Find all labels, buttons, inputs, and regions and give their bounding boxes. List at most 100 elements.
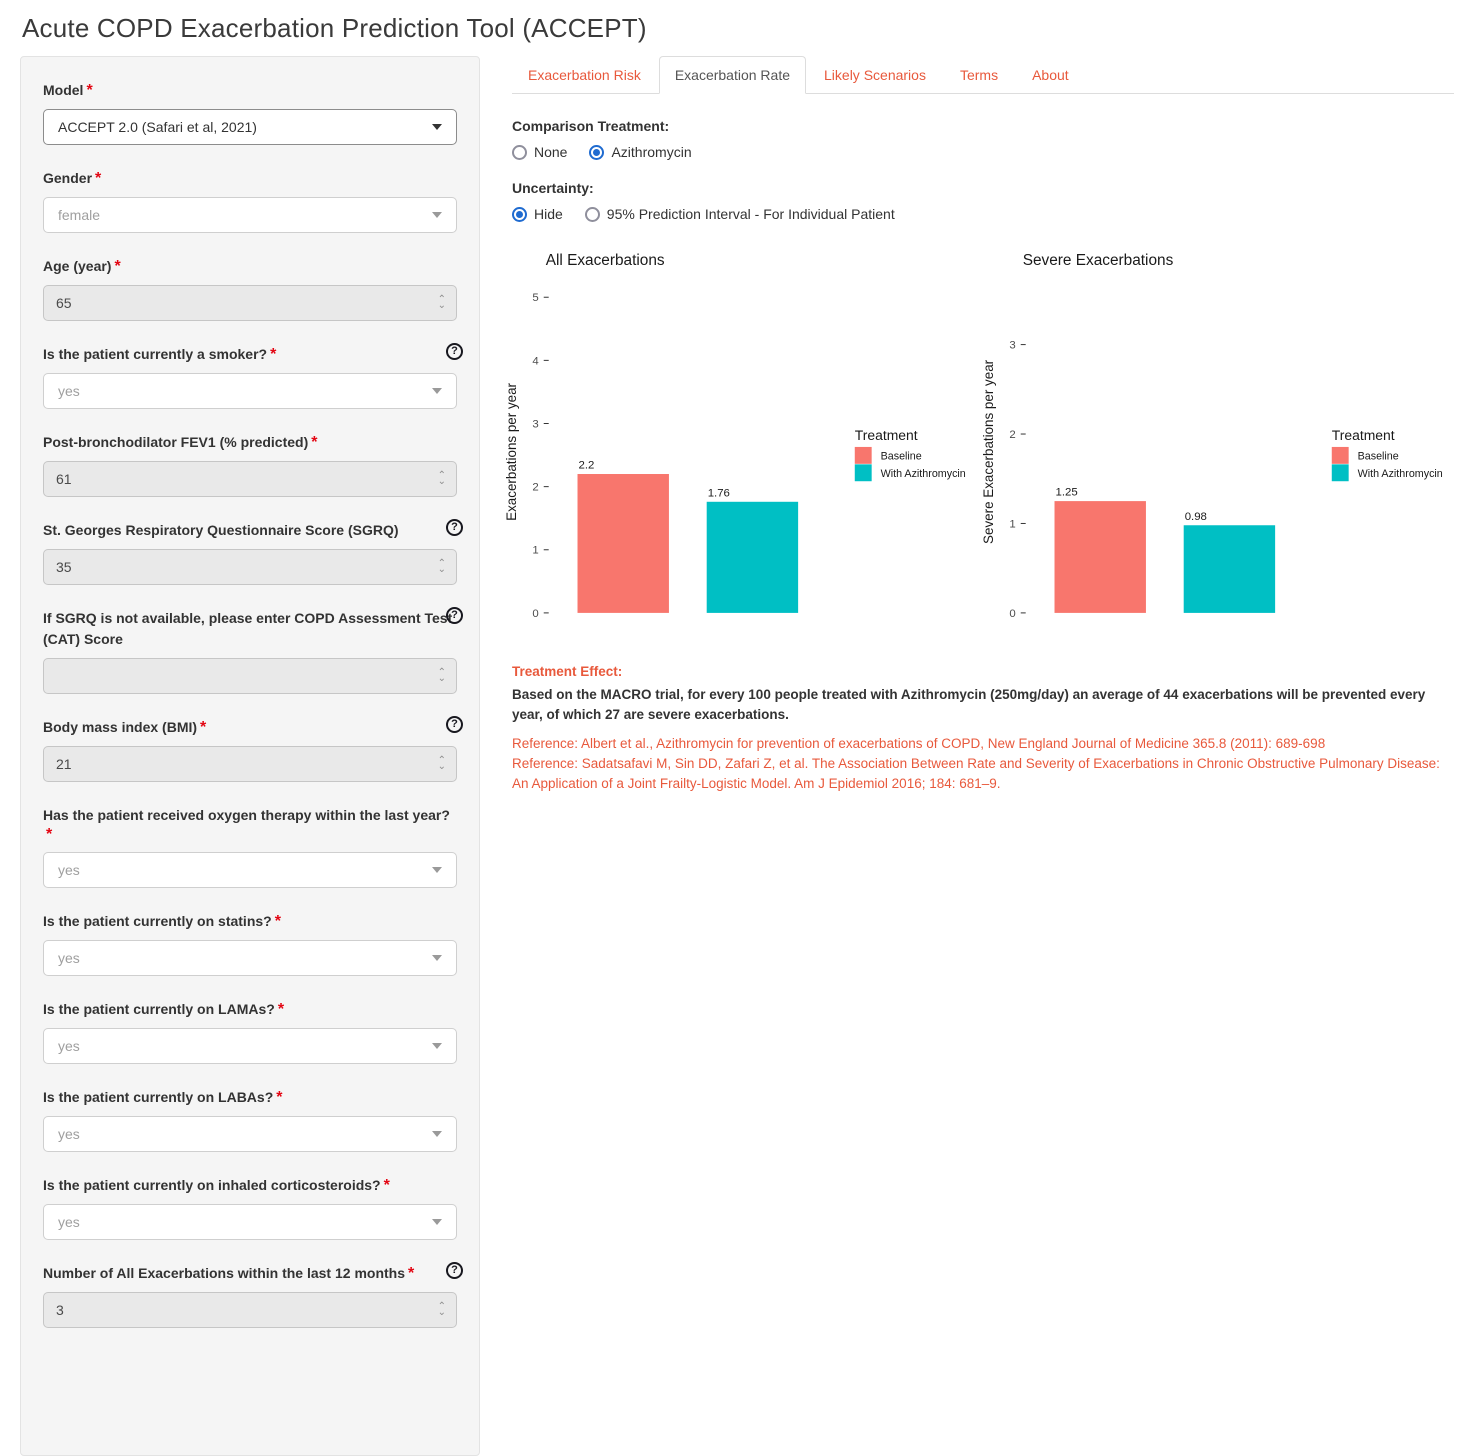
number-spinner-icon[interactable]: ⌃ ⌄ [437,294,446,311]
field-label-lamas: Is the patient currently on LAMAs? [43,1001,275,1017]
select-labas[interactable]: yes [43,1116,457,1152]
tab-terms[interactable]: Terms [959,67,999,83]
tab-likely-scenarios[interactable]: Likely Scenarios [824,67,926,83]
required-asterisk: * [311,434,318,451]
number-spinner-icon[interactable]: ⌃ ⌄ [437,667,446,684]
field-label-fev1: Post-bronchodilator FEV1 (% predicted) [43,434,309,450]
field-label-model: Model [43,82,84,98]
radio-comparison-azithromycin[interactable]: Azithromycin [589,144,692,160]
select-value: yes [58,950,80,966]
bar-with-azithromycin [706,501,799,613]
help-question-icon[interactable]: ? [446,1262,463,1279]
references: Reference: Albert et al., Azithromycin f… [512,734,1454,795]
bar-baseline [577,474,669,613]
field-fev1: Post-bronchodilator FEV1 (% predicted) * 6… [43,432,457,497]
field-label-row: Post-bronchodilator FEV1 (% predicted) * [43,432,457,453]
legend-swatch-baseline [1331,446,1349,464]
field-label-row: Body mass index (BMI) *? [43,716,463,738]
tab-exacerbation-risk[interactable]: Exacerbation Risk [528,67,641,83]
tab-item: Likely Scenarios [808,56,942,94]
required-asterisk: * [114,258,121,275]
help-question-icon[interactable]: ? [446,519,463,536]
field-lamas: Is the patient currently on LAMAs? * yes [43,999,457,1064]
select-oxygen[interactable]: yes [43,852,457,888]
field-model: Model * ACCEPT 2.0 (Safari et al, 2021) [43,80,457,145]
help-question-icon[interactable]: ? [446,343,463,360]
field-label-bmi: Body mass index (BMI) [43,719,198,735]
field-label-oxygen: Has the patient received oxygen therapy … [43,807,450,823]
svg-text:2.2: 2.2 [579,460,595,472]
svg-text:1.76: 1.76 [708,487,730,499]
svg-text:4: 4 [532,355,539,367]
radio-option-label: None [534,144,568,160]
select-ics[interactable]: yes [43,1204,457,1240]
legend-swatch-baseline [854,446,872,464]
number-spinner-icon[interactable]: ⌃ ⌄ [437,470,446,487]
field-label-exacerbations: Number of All Exacerbations within the l… [43,1265,405,1281]
svg-text:1: 1 [1009,518,1015,530]
field-label-row: Gender * [43,168,457,189]
number-spinner-icon[interactable]: ⌃ ⌄ [437,1301,446,1318]
svg-text:Severe Exacerbations per year: Severe Exacerbations per year [981,359,996,544]
uncertainty-group: Uncertainty: Hide 95% Prediction Interval… [512,180,1454,222]
field-age: Age (year) * 65 ⌃ ⌄ [43,256,457,321]
radio-icon [512,206,527,222]
tab-item: About [1016,56,1085,94]
input-cat[interactable]: ⌃ ⌄ [43,658,457,694]
svg-text:Baseline: Baseline [881,450,922,462]
tab-item: Exacerbation Risk [512,56,657,94]
input-sgrq[interactable]: 35 ⌃ ⌄ [43,549,457,585]
select-value: yes [58,1214,80,1230]
reference-text: Reference: Albert et al., Azithromycin f… [512,735,1326,751]
input-age[interactable]: 65 ⌃ ⌄ [43,285,457,321]
tab-bar: Exacerbation Risk Exacerbation Rate Likely… [512,56,1454,94]
select-value: ACCEPT 2.0 (Safari et al, 2021) [58,119,257,135]
select-gender[interactable]: female [43,197,457,233]
tab-about[interactable]: About [1032,67,1069,83]
field-label-row: Age (year) * [43,256,457,277]
required-asterisk: * [276,1089,283,1106]
required-asterisk: * [274,913,281,930]
tab-item: Exacerbation Rate [658,56,807,94]
input-fev1[interactable]: 61 ⌃ ⌄ [43,461,457,497]
field-label-row: Is the patient currently on LAMAs? * [43,999,457,1020]
radio-uncertainty-95-prediction-interval-for-individual-patient[interactable]: 95% Prediction Interval - For Individual… [584,206,895,222]
field-labas: Is the patient currently on LABAs? * yes [43,1087,457,1152]
select-smoker[interactable]: yes [43,373,457,409]
input-value: 35 [56,559,72,575]
select-lamas[interactable]: yes [43,1028,457,1064]
help-question-icon[interactable]: ? [446,716,463,733]
caret-down-icon [432,124,442,130]
svg-text:3: 3 [1009,340,1015,352]
comparison-treatment-options: None Azithromycin [512,144,1454,160]
input-value: 65 [56,295,72,311]
bar-baseline [1054,501,1146,613]
required-asterisk: * [86,82,93,99]
number-spinner-icon[interactable]: ⌃ ⌄ [437,558,446,575]
required-asterisk: * [200,719,207,736]
field-sgrq: St. Georges Respiratory Questionnaire Sc… [43,519,463,585]
radio-comparison-none[interactable]: None [512,144,567,160]
number-spinner-icon[interactable]: ⌃ ⌄ [437,755,446,772]
input-exacerbations[interactable]: 3 ⌃ ⌄ [43,1292,457,1328]
required-asterisk: * [277,1001,285,1018]
caret-down-icon [432,1043,442,1049]
tab-exacerbation-rate[interactable]: Exacerbation Rate [658,56,807,94]
required-asterisk: * [383,1177,390,1194]
field-label-statins: Is the patient currently on statins? [43,913,272,929]
legend-swatch-with-azithromycin [1331,464,1349,482]
radio-option-label: 95% Prediction Interval - For Individual… [606,206,895,222]
field-label-row: St. Georges Respiratory Questionnaire Sc… [43,519,463,541]
input-value: 61 [56,471,72,487]
treatment-effect-heading: Treatment Effect: [512,664,623,679]
svg-text:2: 2 [532,482,538,494]
help-question-icon[interactable]: ? [446,607,463,624]
radio-uncertainty-hide[interactable]: Hide [512,206,563,222]
input-bmi[interactable]: 21 ⌃ ⌄ [43,746,457,782]
select-model[interactable]: ACCEPT 2.0 (Safari et al, 2021) [43,109,457,145]
select-statins[interactable]: yes [43,940,457,976]
field-smoker: Is the patient currently a smoker? *? yes [43,343,463,409]
input-value: 21 [56,756,72,772]
svg-text:Baseline: Baseline [1358,450,1399,462]
caret-down-icon [432,867,442,873]
